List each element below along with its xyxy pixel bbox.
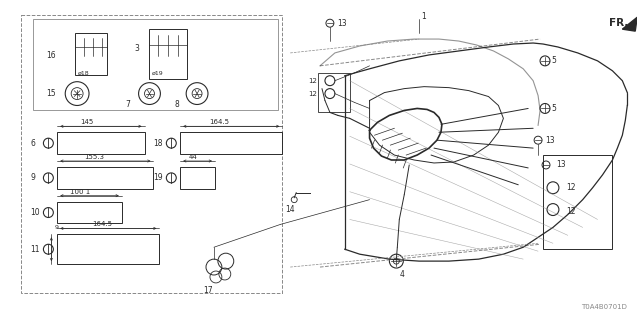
Bar xyxy=(58,132,145,154)
Text: 145: 145 xyxy=(81,119,93,125)
Text: 10: 10 xyxy=(31,208,40,217)
Text: 164.5: 164.5 xyxy=(92,221,112,228)
Text: FR.: FR. xyxy=(609,18,629,28)
Bar xyxy=(318,73,349,112)
Text: 5: 5 xyxy=(551,104,556,113)
Text: 8: 8 xyxy=(174,100,179,109)
Text: 12: 12 xyxy=(566,183,575,192)
Text: ø19: ø19 xyxy=(152,71,163,76)
Text: 13: 13 xyxy=(337,19,346,28)
Polygon shape xyxy=(622,17,637,31)
Bar xyxy=(180,167,215,189)
Bar xyxy=(75,33,107,75)
Text: 13: 13 xyxy=(556,160,566,170)
Bar xyxy=(33,19,278,110)
Text: 7: 7 xyxy=(125,100,131,109)
Text: 164.5: 164.5 xyxy=(209,119,229,125)
Text: 16: 16 xyxy=(46,52,56,60)
Text: 44: 44 xyxy=(189,154,198,160)
Text: 12: 12 xyxy=(308,91,317,97)
Text: 15: 15 xyxy=(46,89,56,98)
Bar xyxy=(150,29,187,79)
Bar xyxy=(58,234,159,264)
Bar xyxy=(58,202,122,223)
Text: 17: 17 xyxy=(203,286,212,295)
Text: 100 1: 100 1 xyxy=(70,189,90,195)
Text: 14: 14 xyxy=(285,205,295,214)
Text: 5: 5 xyxy=(551,56,556,65)
Bar xyxy=(20,15,282,293)
Text: 4: 4 xyxy=(400,269,404,278)
Text: 12: 12 xyxy=(308,78,317,84)
Text: 18: 18 xyxy=(154,139,163,148)
Text: 6: 6 xyxy=(31,139,35,148)
Bar xyxy=(543,155,612,249)
Text: 9: 9 xyxy=(54,225,58,230)
Text: 13: 13 xyxy=(545,136,555,145)
Bar xyxy=(180,132,282,154)
Text: T0A4B0701D: T0A4B0701D xyxy=(581,304,627,310)
Text: 19: 19 xyxy=(154,173,163,182)
Text: 11: 11 xyxy=(31,245,40,254)
Text: 9: 9 xyxy=(31,173,35,182)
Bar xyxy=(58,167,154,189)
Text: 3: 3 xyxy=(134,44,140,53)
Text: ø18: ø18 xyxy=(78,71,90,76)
Text: 155.3: 155.3 xyxy=(84,154,104,160)
Text: 12: 12 xyxy=(566,207,575,216)
Text: 1: 1 xyxy=(421,12,426,21)
